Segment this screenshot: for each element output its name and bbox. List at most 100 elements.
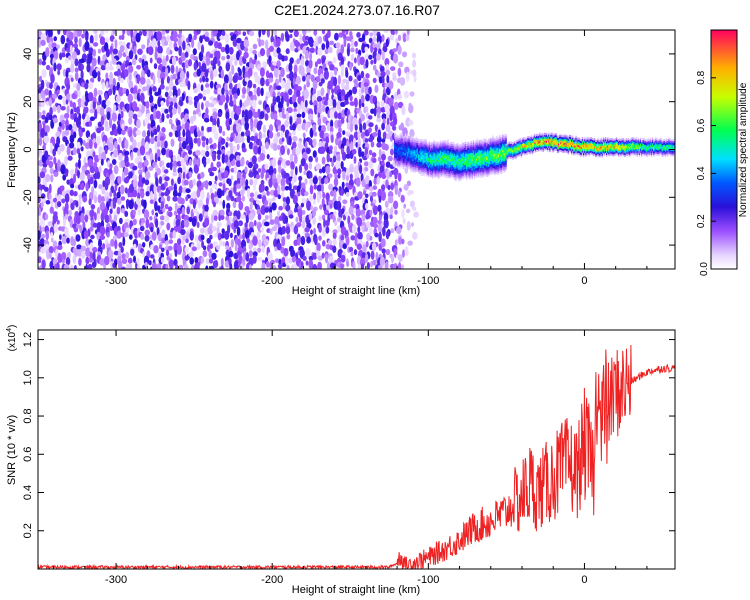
spectrogram-signal-cell [394,132,396,135]
spectrogram-signal-cell [461,155,464,158]
spectrogram-signal-cell [421,169,423,172]
spectrogram-signal-cell [491,155,493,158]
spectrogram-noise-cell [300,158,306,167]
spectrogram-signal-cell [427,153,430,156]
spectrogram-signal-cell [433,168,435,172]
spectrogram-signal-cell [460,176,462,179]
spectrogram-signal-cell [467,141,469,144]
spectrogram-signal-cell [399,154,401,158]
spectrogram-signal-cell [433,165,435,168]
spectrogram-signal-cell [449,145,452,148]
spectrogram-noise-cell [165,30,170,34]
spectrogram-signal-cell [483,168,485,171]
spectrogram-noise-cell [132,209,136,216]
spectrogram-noise-cell [368,136,374,143]
spectrogram-noise-cell [243,51,249,59]
spectrogram-noise-cell [233,260,240,269]
spectrogram-signal-cell [461,170,464,173]
spectrogram-noise-cell [301,111,306,119]
spectrogram-signal-cell [399,164,401,167]
spectrogram-noise-cell [338,195,342,202]
spectrogram-noise-cell [388,80,394,90]
spectrogram-noise-cell [390,182,395,191]
spectrogram-signal-cell [413,140,415,143]
spectrogram-signal-cell [433,151,435,154]
spectrogram-signal-cell [408,149,410,152]
spectrogram-noise-cell [133,93,138,100]
spectrogram-signal-cell [407,140,409,143]
spectrogram-noise-cell [384,200,389,208]
spectrogram-noise-cell [235,105,242,116]
spectrogram-signal-cell [494,140,496,143]
spectrogram-noise-cell [96,101,100,107]
spectrogram-noise-cell [167,245,173,251]
spectrogram-signal-cell [473,142,476,145]
spectrogram-noise-cell [341,181,345,189]
spectrogram-noise-cell [157,87,162,96]
spectrogram-signal-cell [436,146,438,149]
spectrogram-noise-cell [372,131,378,137]
spectrogram-signal-cell [470,148,472,151]
spectrogram-noise-cell [273,137,279,145]
spectrogram-signal-cell [409,140,411,143]
spectrogram-signal-cell [413,165,415,168]
spectrogram-signal-cell [451,153,454,156]
spectrogram-signal-cell [427,171,430,174]
spectrogram-signal-cell [406,137,408,140]
spectrogram-signal-cell [456,177,458,180]
spectrogram-noise-cell [351,38,354,50]
spectrogram-noise-cell [291,130,297,136]
spectrogram-signal-cell [427,174,430,177]
spectrogram-signal-cell [482,154,484,157]
spectrogram-signal-cell [505,145,507,148]
spectrogram-signal-cell [451,176,454,179]
spectrogram-signal-cell [447,169,449,172]
spectrogram-signal-cell [498,146,501,149]
spectrogram-signal-cell [497,165,500,168]
spectrogram-signal-cell [492,146,494,150]
spectrogram-signal-cell [455,156,457,159]
spectrogram-signal-cell [467,157,469,160]
spectrogram-signal-cell [493,149,495,152]
spectrogram-noise-cell [277,184,281,196]
spectrogram-signal-cell [461,158,464,162]
spectrogram-noise-cell [207,226,213,235]
spectrogram-signal-cell [412,168,414,171]
spectrogram-signal-cell [426,174,429,177]
spectrogram-signal-cell [395,157,397,160]
spectrogram-signal-cell [473,156,476,159]
spectrogram-noise-cell [121,253,126,260]
spectrogram-signal-cell [394,157,396,160]
spectrogram-noise-cell [185,238,189,244]
spectrogram-signal-cell [426,160,429,163]
spectrogram-noise-cell [280,67,285,78]
spectrogram-signal-cell [410,164,412,167]
spectrogram-noise-cell [252,99,257,110]
spectrogram-noise-cell [380,238,386,248]
spectrogram-signal-cell [411,135,413,138]
spectrogram-signal-cell [428,158,431,161]
spectrogram-noise-cell [363,30,369,36]
spectrogram-noise-cell [304,141,308,151]
spectrogram-noise-cell [41,69,47,78]
spectrogram-signal-cell [494,138,496,141]
spectrogram-signal-cell [477,146,479,149]
spectrogram-signal-cell [435,171,437,174]
spectrogram-signal-cell [480,169,482,172]
spectrogram-signal-cell [505,153,507,156]
spectrogram-signal-cell [400,149,402,152]
spectrogram-noise-cell [304,122,309,133]
spectrogram-signal-cell [461,145,464,148]
spectrogram-signal-cell [497,143,500,147]
spectrogram-signal-cell [459,167,461,170]
spectrogram-noise-cell [200,256,205,264]
spectrogram-signal-cell [422,172,424,175]
spectrogram-signal-cell [428,171,431,174]
spectrogram-signal-cell [456,145,458,148]
spectrogram-noise-cell [209,80,214,89]
spectrogram-signal-cell [482,170,484,173]
spectrogram-noise-cell [391,254,394,264]
spectrogram-noise-cell [393,101,399,110]
spectrogram-signal-cell [424,169,426,172]
spectrogram-noise-cell [285,204,291,212]
